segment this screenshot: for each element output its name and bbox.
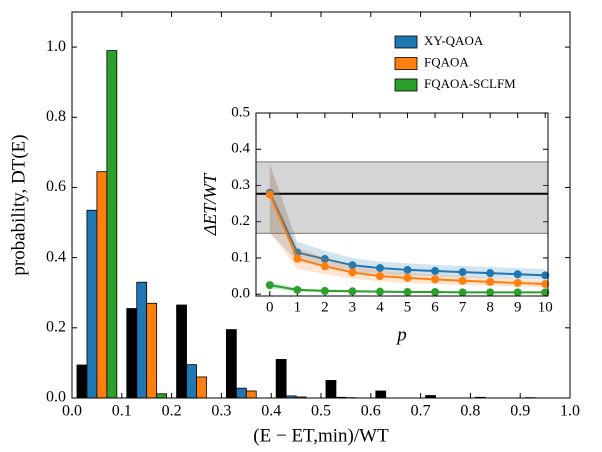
legend-swatch bbox=[394, 57, 418, 70]
x-tick-label: 8 bbox=[486, 299, 494, 315]
x-tick-label: 0.7 bbox=[411, 403, 431, 420]
bar bbox=[176, 304, 187, 399]
marker bbox=[513, 270, 522, 279]
bar bbox=[225, 329, 237, 399]
legend-swatch bbox=[394, 78, 418, 92]
x-tick-label: 0.1 bbox=[112, 403, 132, 420]
marker bbox=[513, 278, 522, 287]
x-tick-label: 0.5 bbox=[311, 403, 331, 420]
marker bbox=[293, 254, 302, 263]
marker bbox=[348, 287, 357, 296]
marker bbox=[513, 288, 522, 297]
y-tick-label: 0.3 bbox=[231, 177, 250, 193]
bar bbox=[275, 358, 287, 399]
y-tick-label: 0.5 bbox=[231, 104, 250, 120]
bar bbox=[126, 308, 138, 399]
bar bbox=[76, 364, 88, 399]
marker bbox=[458, 276, 467, 285]
bar bbox=[325, 380, 337, 399]
marker bbox=[348, 268, 357, 277]
marker bbox=[348, 261, 357, 270]
legend-label: FQAOA bbox=[424, 54, 469, 69]
bar bbox=[106, 50, 118, 399]
x-tick-label: 2 bbox=[321, 299, 329, 315]
marker bbox=[431, 288, 440, 297]
x-tick-label: 0.3 bbox=[211, 403, 231, 420]
marker bbox=[293, 285, 302, 294]
bar bbox=[136, 281, 148, 399]
y-tick-label: 0.1 bbox=[231, 249, 250, 265]
marker bbox=[320, 262, 329, 271]
y-tick-label: 0.0 bbox=[231, 286, 250, 302]
x-tick-label: 6 bbox=[431, 299, 439, 315]
bar bbox=[245, 390, 257, 399]
legend-label: FQAOA-SCLFM bbox=[424, 76, 516, 91]
x-tick-label: 1.0 bbox=[560, 403, 580, 420]
y-tick-label: 0.6 bbox=[46, 178, 66, 195]
bar bbox=[375, 390, 387, 399]
y-axis-label: ΔET/WT bbox=[200, 172, 220, 237]
y-axis-label: probability, DT(E) bbox=[8, 134, 29, 275]
marker bbox=[458, 268, 467, 277]
bar bbox=[196, 376, 207, 399]
marker bbox=[320, 286, 329, 295]
x-tick-label: 0 bbox=[266, 299, 274, 315]
marker bbox=[375, 272, 384, 281]
x-tick-label: 4 bbox=[376, 299, 384, 315]
x-tick-label: 1 bbox=[294, 299, 302, 315]
x-tick-label: 9 bbox=[514, 299, 522, 315]
x-axis-label: (E − ET,min)/WT bbox=[253, 425, 389, 446]
marker bbox=[486, 288, 495, 297]
x-tick-label: 0.0 bbox=[62, 403, 82, 420]
x-tick-label: 0.8 bbox=[460, 403, 480, 420]
legend-label: XY-QAOA bbox=[424, 33, 484, 48]
x-tick-label: 3 bbox=[349, 299, 357, 315]
x-tick-label: 5 bbox=[404, 299, 412, 315]
marker bbox=[375, 287, 384, 296]
legend-swatch bbox=[394, 35, 418, 49]
y-tick-label: 0.4 bbox=[46, 248, 66, 265]
marker bbox=[431, 275, 440, 284]
reference-band bbox=[255, 161, 549, 234]
marker bbox=[265, 190, 274, 199]
y-tick-label: 0.2 bbox=[231, 213, 250, 229]
y-tick-label: 0.4 bbox=[231, 141, 250, 157]
marker bbox=[403, 273, 412, 282]
marker bbox=[375, 264, 384, 273]
error-band bbox=[269, 163, 546, 280]
marker bbox=[431, 266, 440, 275]
marker bbox=[458, 288, 467, 297]
x-tick-label: 0.9 bbox=[510, 403, 530, 420]
y-tick-label: 0.2 bbox=[46, 318, 66, 335]
x-tick-label: 0.6 bbox=[361, 403, 381, 420]
x-tick-label: 7 bbox=[459, 299, 467, 315]
frame bbox=[255, 112, 549, 297]
marker bbox=[541, 288, 550, 297]
marker bbox=[541, 280, 550, 289]
x-tick-label: 10 bbox=[538, 299, 553, 315]
marker bbox=[403, 288, 412, 297]
bar bbox=[235, 387, 247, 399]
y-tick-label: 0.0 bbox=[46, 389, 66, 406]
y-tick-label: 1.0 bbox=[46, 38, 66, 55]
marker bbox=[486, 269, 495, 278]
bar bbox=[146, 302, 158, 399]
marker bbox=[486, 277, 495, 286]
x-tick-label: 0.4 bbox=[261, 403, 281, 420]
frame bbox=[71, 11, 571, 399]
x-tick-label: 0.2 bbox=[162, 403, 182, 420]
marker bbox=[541, 271, 550, 280]
x-axis-label: p bbox=[395, 324, 407, 345]
bar bbox=[156, 393, 168, 399]
plot-area bbox=[256, 113, 548, 296]
marker bbox=[403, 265, 412, 274]
y-tick-label: 0.8 bbox=[46, 108, 66, 125]
bar bbox=[96, 171, 108, 399]
marker bbox=[265, 281, 274, 290]
marker bbox=[320, 255, 329, 264]
bar bbox=[186, 364, 197, 399]
bar bbox=[86, 209, 98, 399]
